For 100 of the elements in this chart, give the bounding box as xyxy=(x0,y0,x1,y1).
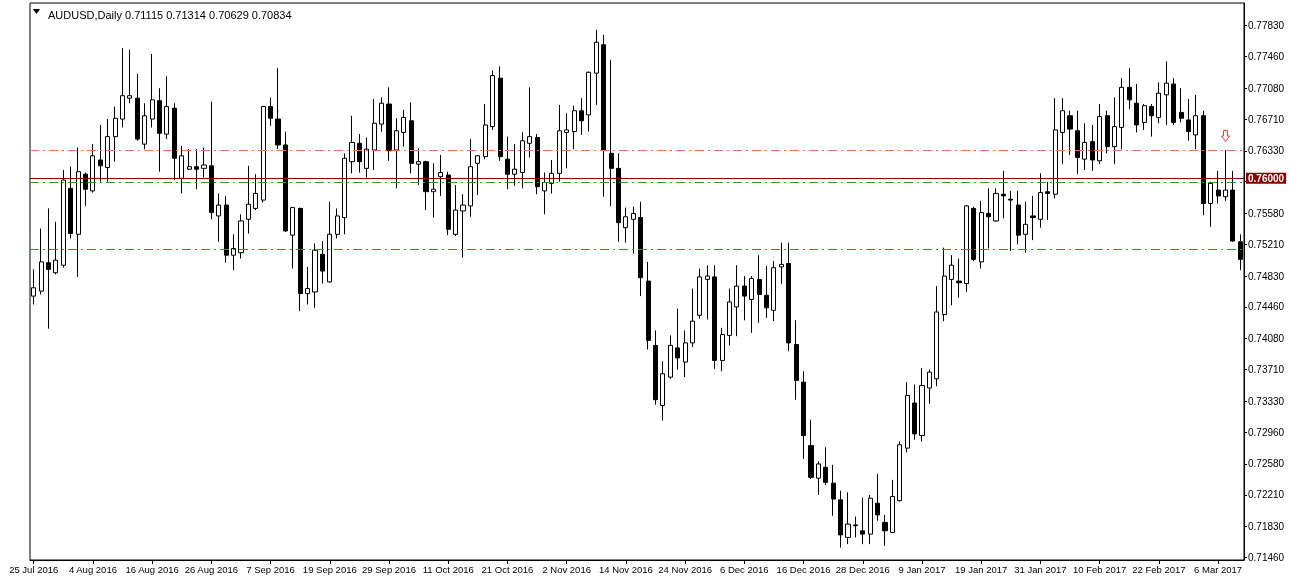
candlestick xyxy=(786,242,791,352)
candlestick xyxy=(801,370,806,460)
candlestick xyxy=(1127,67,1132,110)
candlestick xyxy=(927,369,932,405)
candlestick xyxy=(668,334,673,380)
candlestick xyxy=(986,187,991,250)
candlestick xyxy=(364,136,369,179)
x-tick-label: 19 Jan 2017 xyxy=(955,563,1008,575)
candlestick xyxy=(483,103,488,160)
candlestick xyxy=(771,260,776,322)
candlestick xyxy=(993,187,999,223)
candlestick xyxy=(312,243,318,309)
y-tick-label: 0.72960 xyxy=(1248,426,1285,438)
y-tick-label: 0.72210 xyxy=(1248,489,1285,501)
candlestick xyxy=(1201,110,1206,216)
candlestick xyxy=(572,105,577,150)
candlestick xyxy=(135,73,140,142)
y-tick-label: 0.74460 xyxy=(1248,301,1285,313)
candlestick xyxy=(853,516,858,538)
candlestick xyxy=(76,146,81,278)
candlestick xyxy=(535,133,540,195)
x-tick-label: 2 Nov 2016 xyxy=(542,563,591,575)
candlestick xyxy=(446,171,451,236)
candlestick xyxy=(890,479,895,534)
candlestick xyxy=(609,59,614,207)
candlestick xyxy=(490,70,495,131)
candlestick xyxy=(1230,170,1235,243)
candlestick xyxy=(142,102,147,150)
x-tick-label: 6 Dec 2016 xyxy=(720,563,769,575)
candlestick xyxy=(460,193,466,259)
candlestick xyxy=(1208,181,1213,228)
candlestick xyxy=(290,206,295,270)
candlestick xyxy=(727,288,732,346)
candlestick xyxy=(298,207,303,312)
candlestick xyxy=(1030,195,1036,241)
candlestick xyxy=(616,152,621,243)
candlestick xyxy=(1156,81,1161,124)
candlestick xyxy=(120,47,125,128)
candlestick xyxy=(179,145,184,194)
candlestick xyxy=(268,96,273,127)
candlestick xyxy=(68,166,73,239)
x-tick-label: 25 Jul 2016 xyxy=(9,563,59,575)
candlestick xyxy=(349,115,355,174)
y-tick-label: 0.71830 xyxy=(1248,521,1285,533)
x-tick-label: 22 Feb 2017 xyxy=(1132,563,1186,575)
y-tick-label: 0.73330 xyxy=(1248,395,1285,407)
candlestick xyxy=(882,514,888,547)
candlestick xyxy=(320,240,325,285)
candlestick xyxy=(712,264,717,370)
candlestick xyxy=(90,143,95,194)
x-tick-label: 16 Aug 2016 xyxy=(125,563,179,575)
candlestick xyxy=(912,384,917,441)
candlestick xyxy=(453,184,458,237)
candlestick xyxy=(979,200,984,270)
candlestick xyxy=(1142,103,1147,131)
candlestick xyxy=(98,124,103,183)
x-tick-label: 16 Dec 2016 xyxy=(776,563,831,575)
candlestick xyxy=(342,152,347,235)
candlestick xyxy=(838,490,843,548)
candlestick xyxy=(1179,87,1184,123)
candlestick xyxy=(468,138,473,218)
candlestick xyxy=(498,65,503,162)
candlestick xyxy=(261,105,266,204)
candlestick xyxy=(127,49,132,104)
candlestick xyxy=(675,308,680,371)
candlestick xyxy=(1223,149,1228,202)
candlestick xyxy=(1216,170,1221,204)
candlestick xyxy=(742,275,747,321)
candlestick xyxy=(1053,97,1058,199)
candlestick xyxy=(934,285,939,387)
candlestick xyxy=(357,133,362,174)
candlestick xyxy=(53,221,58,275)
candlestick xyxy=(905,381,910,453)
candlestick xyxy=(1060,97,1065,165)
candlestick xyxy=(971,206,976,262)
candlestick xyxy=(1105,110,1110,154)
candlestick xyxy=(431,162,436,219)
y-tick-label: 0.74080 xyxy=(1248,333,1285,345)
candlestick xyxy=(416,147,421,186)
candlestick xyxy=(409,101,414,174)
candlestick xyxy=(764,265,769,319)
y-tick-label: 0.75210 xyxy=(1248,238,1285,250)
candlestick xyxy=(557,104,562,183)
y-tick-label: 0.73710 xyxy=(1248,364,1285,376)
candlestick xyxy=(209,101,214,220)
candlestick xyxy=(956,258,962,299)
candlestick xyxy=(172,102,177,181)
candlestick xyxy=(238,213,244,260)
candlestick xyxy=(919,367,925,442)
candlestick xyxy=(779,242,784,285)
candlestick xyxy=(868,494,873,545)
candlestick xyxy=(860,496,865,545)
x-tick-label: 4 Aug 2016 xyxy=(68,563,117,575)
candlestick xyxy=(1008,190,1013,252)
y-tick-label: 0.71460 xyxy=(1248,551,1285,563)
candlestick xyxy=(1119,77,1124,150)
y-tick-label: 0.72580 xyxy=(1248,458,1285,470)
y-tick-label: 0.77460 xyxy=(1248,50,1285,62)
x-tick-label: 10 Feb 2017 xyxy=(1072,563,1127,575)
candlestick xyxy=(705,264,710,320)
